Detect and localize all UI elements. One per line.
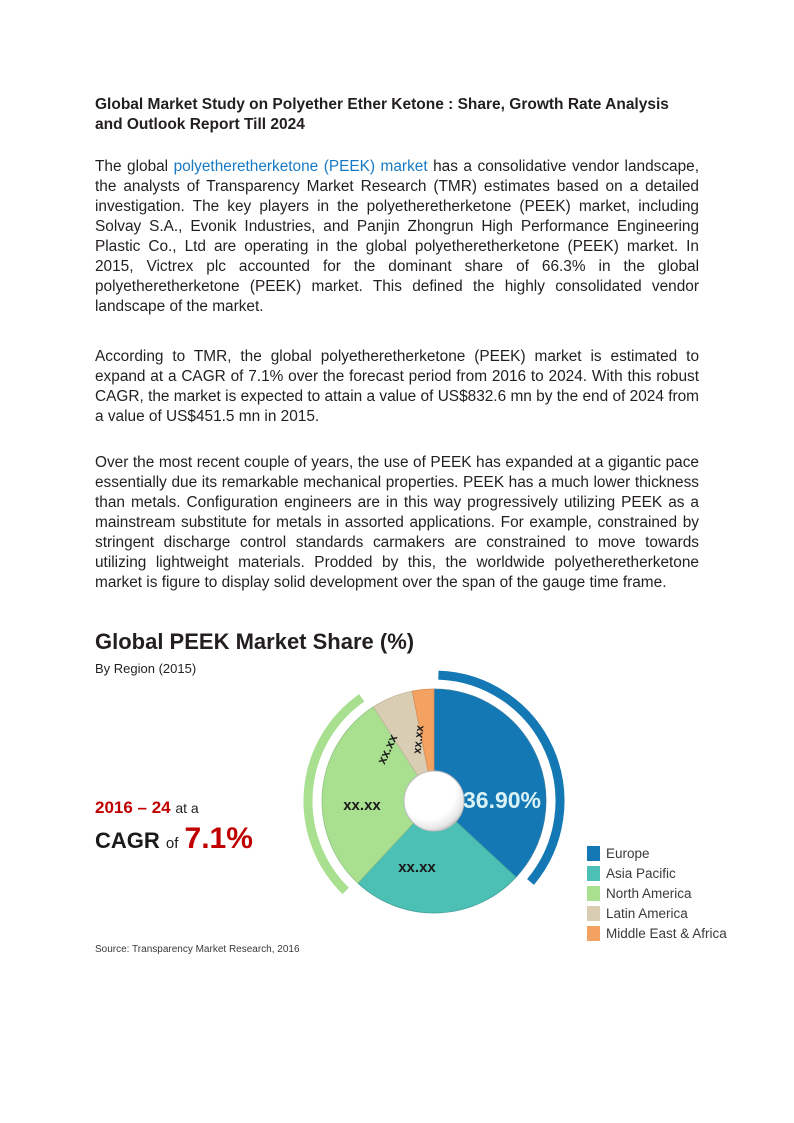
svg-text:xx.xx: xx.xx (343, 797, 381, 814)
svg-text:xx.xx: xx.xx (398, 859, 436, 876)
svg-text:36.90%: 36.90% (463, 787, 541, 813)
